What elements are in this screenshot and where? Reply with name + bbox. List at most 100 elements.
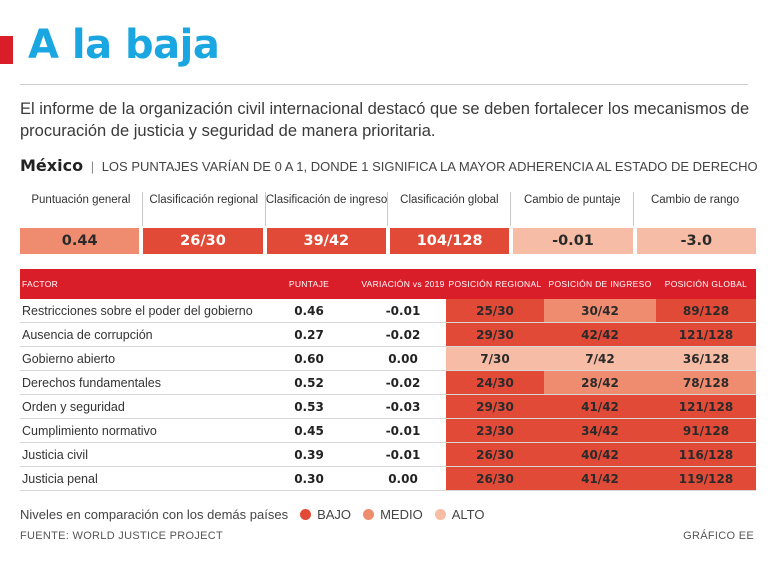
table-row: Justicia civil 0.39 -0.01 26/30 40/42 116/128: [20, 443, 756, 467]
summary-label: Cambio de puntaje: [510, 192, 633, 226]
legend-dot-alto: [434, 509, 446, 520]
summary-label: Puntuación general: [31, 194, 131, 206]
variation-value: -0.01: [385, 303, 421, 318]
table-row: Ausencia de corrupción 0.27 -0.02 29/30 42/4…: [20, 323, 756, 347]
summary-value: 0.44: [20, 228, 140, 254]
variation-value: -0.02: [385, 327, 421, 342]
factor-name: Gobierno abierto: [22, 351, 116, 366]
score-value: 0.60: [294, 351, 324, 366]
summary-label: Clasificación de ingreso: [264, 192, 388, 226]
legend-item-alto: ALTO: [434, 507, 485, 522]
global-position: 36/128: [656, 347, 756, 370]
summary-value: -3.0: [636, 228, 756, 254]
score-value: 0.30: [294, 471, 324, 486]
table-row: Cumplimiento normativo 0.45 -0.01 23/30 34/4…: [20, 419, 756, 443]
variation-value: 0.00: [388, 471, 418, 486]
column-header: POSICIÓN REGIONAL: [448, 278, 542, 289]
variation-value: -0.01: [385, 447, 421, 462]
score-value: 0.39: [294, 447, 324, 462]
legend-dot-bajo: [300, 509, 312, 520]
factor-name: Justicia civil: [22, 447, 88, 462]
page-title: A la baja: [28, 22, 220, 68]
legend-dot-medio: [363, 509, 375, 520]
legend-text: BAJO: [317, 507, 352, 522]
summary-label: Clasificación regional: [141, 192, 265, 226]
factor-table: FACTOR PUNTAJE VARIACIÓN vs 2019 POSICIÓ…: [20, 269, 756, 491]
regional-position: 29/30: [446, 395, 544, 418]
legend: Niveles en comparación con los demás paí…: [20, 507, 484, 522]
summary-value: 104/128: [389, 228, 510, 254]
column-header: POSICIÓN GLOBAL: [664, 278, 748, 289]
score-value: 0.46: [294, 303, 324, 318]
summary-label: Clasificación global: [387, 192, 510, 226]
global-position: 119/128: [656, 467, 756, 490]
factor-name: Justicia penal: [22, 471, 98, 486]
global-position: 121/128: [656, 395, 756, 418]
summary-value: -0.01: [513, 228, 633, 254]
table-row: Derechos fundamentales 0.52 -0.02 24/30 28/4…: [20, 371, 756, 395]
graphic-credit: GRÁFICO EE: [683, 530, 754, 542]
income-position: 28/42: [544, 371, 656, 394]
table-row: Justicia penal 0.30 0.00 26/30 41/42 119/128: [20, 467, 756, 491]
regional-position: 26/30: [446, 443, 544, 466]
scale-note: LOS PUNTAJES VARÍAN DE 0 A 1, DONDE 1 SI…: [101, 159, 758, 174]
summary-value: 39/42: [266, 228, 386, 254]
income-position: 30/42: [544, 299, 656, 322]
summary-labels: Puntuación general Clasificación regiona…: [20, 192, 756, 226]
regional-position: 25/30: [446, 299, 544, 322]
income-position: 42/42: [544, 323, 656, 346]
income-position: 41/42: [544, 395, 656, 418]
global-position: 116/128: [656, 443, 756, 466]
factor-name: Orden y seguridad: [22, 399, 125, 414]
regional-position: 26/30: [446, 467, 544, 490]
country-name: México: [20, 156, 84, 175]
factor-name: Restricciones sobre el poder del gobiern…: [22, 303, 253, 318]
income-position: 7/42: [544, 347, 656, 370]
legend-label: Niveles en comparación con los demás paí…: [20, 507, 289, 522]
column-header: POSICIÓN DE INGRESO: [548, 278, 652, 289]
factor-name: Ausencia de corrupción: [22, 327, 153, 342]
factor-name: Cumplimiento normativo: [22, 423, 157, 438]
legend-text: ALTO: [451, 507, 485, 522]
global-position: 78/128: [656, 371, 756, 394]
chart-subtitle: México | LOS PUNTAJES VARÍAN DE 0 A 1, D…: [20, 156, 760, 175]
factor-name: Derechos fundamentales: [22, 375, 161, 390]
title-divider: [20, 84, 748, 85]
variation-value: -0.03: [385, 399, 421, 414]
summary-values: 0.44 26/30 39/42 104/128 -0.01 -3.0: [20, 228, 756, 254]
intro-text: El informe de la organización civil inte…: [20, 100, 750, 140]
global-position: 91/128: [656, 419, 756, 442]
summary-value: 26/30: [143, 228, 263, 254]
column-header: FACTOR: [22, 278, 59, 289]
variation-value: -0.02: [385, 375, 421, 390]
table-row: Gobierno abierto 0.60 0.00 7/30 7/42 36/128: [20, 347, 756, 371]
regional-position: 7/30: [446, 347, 544, 370]
global-position: 89/128: [656, 299, 756, 322]
source-note: FUENTE: WORLD JUSTICE PROJECT: [20, 530, 224, 542]
subtitle-separator: |: [90, 159, 95, 174]
legend-text: MEDIO: [380, 507, 423, 522]
variation-value: -0.01: [385, 423, 421, 438]
income-position: 41/42: [544, 467, 656, 490]
regional-position: 29/30: [446, 323, 544, 346]
legend-item-bajo: BAJO: [300, 507, 351, 522]
table-header: FACTOR PUNTAJE VARIACIÓN vs 2019 POSICIÓ…: [20, 269, 756, 299]
column-header: VARIACIÓN vs 2019: [361, 278, 445, 289]
score-value: 0.27: [294, 327, 324, 342]
regional-position: 23/30: [446, 419, 544, 442]
table-body: Restricciones sobre el poder del gobiern…: [20, 299, 756, 491]
title-accent-bar: [0, 36, 13, 64]
income-position: 40/42: [544, 443, 656, 466]
score-value: 0.45: [294, 423, 324, 438]
score-value: 0.53: [294, 399, 324, 414]
column-header: PUNTAJE: [288, 278, 330, 289]
variation-value: 0.00: [388, 351, 418, 366]
table-row: Orden y seguridad 0.53 -0.03 29/30 41/42 121/…: [20, 395, 756, 419]
income-position: 34/42: [544, 419, 656, 442]
regional-position: 24/30: [446, 371, 544, 394]
global-position: 121/128: [656, 323, 756, 346]
table-row: Restricciones sobre el poder del gobiern…: [20, 299, 756, 323]
summary-label: Cambio de rango: [633, 192, 756, 226]
legend-item-medio: MEDIO: [363, 507, 423, 522]
score-value: 0.52: [294, 375, 324, 390]
